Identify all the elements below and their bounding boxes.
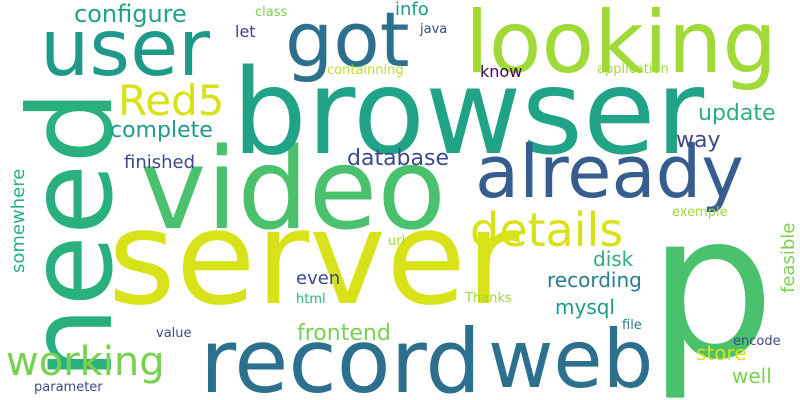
word-web: web bbox=[488, 313, 654, 400]
word-store: store bbox=[696, 341, 747, 365]
word-exemple: exemple bbox=[672, 205, 728, 220]
word-somewhere: somewhere bbox=[8, 169, 114, 291]
word-p: p bbox=[648, 171, 775, 400]
word-server: server bbox=[108, 182, 520, 334]
word-let: let bbox=[235, 22, 256, 41]
word-way: way bbox=[676, 128, 721, 153]
word-well: well bbox=[732, 364, 772, 388]
word-video: video bbox=[140, 125, 446, 255]
word-got: got bbox=[285, 0, 410, 84]
word-complete: complete bbox=[110, 118, 213, 143]
word-class: class bbox=[255, 5, 288, 20]
word-even: even bbox=[296, 268, 341, 289]
word-mysql: mysql bbox=[555, 295, 615, 319]
word-finished: finished bbox=[124, 152, 196, 173]
word-file: file bbox=[622, 318, 642, 333]
word-looking: looking bbox=[465, 0, 777, 93]
word-application: application bbox=[597, 62, 669, 77]
word-value: value bbox=[156, 326, 192, 341]
word-working: working bbox=[6, 339, 165, 385]
word-feasible: feasible bbox=[778, 223, 800, 311]
word-database: database bbox=[347, 146, 449, 171]
word-know: know bbox=[480, 62, 523, 81]
word-record: record bbox=[200, 310, 482, 400]
word-thanks: Thanks bbox=[465, 291, 512, 306]
word-encode: encode bbox=[733, 334, 781, 349]
word-update: update bbox=[698, 101, 776, 126]
word-details: details bbox=[470, 203, 624, 257]
word-info: info bbox=[395, 0, 429, 20]
word-java: java bbox=[420, 22, 448, 37]
word-parameter: parameter bbox=[34, 380, 103, 395]
word-browser: browser bbox=[232, 43, 705, 181]
word-frontend: frontend bbox=[297, 321, 391, 346]
word-user: user bbox=[40, 4, 211, 94]
word-html: html bbox=[296, 292, 326, 307]
word-disk: disk bbox=[593, 247, 634, 271]
word-already: already bbox=[475, 130, 744, 214]
word-feasible-text: feasible bbox=[778, 222, 799, 293]
word-configure: configure bbox=[74, 0, 187, 28]
word-containning: containning bbox=[327, 63, 404, 78]
word-recording: recording bbox=[547, 268, 642, 292]
word-red5: Red5 bbox=[118, 76, 225, 125]
word-somewhere-text: somewhere bbox=[8, 168, 29, 273]
word-url: url bbox=[388, 234, 406, 249]
